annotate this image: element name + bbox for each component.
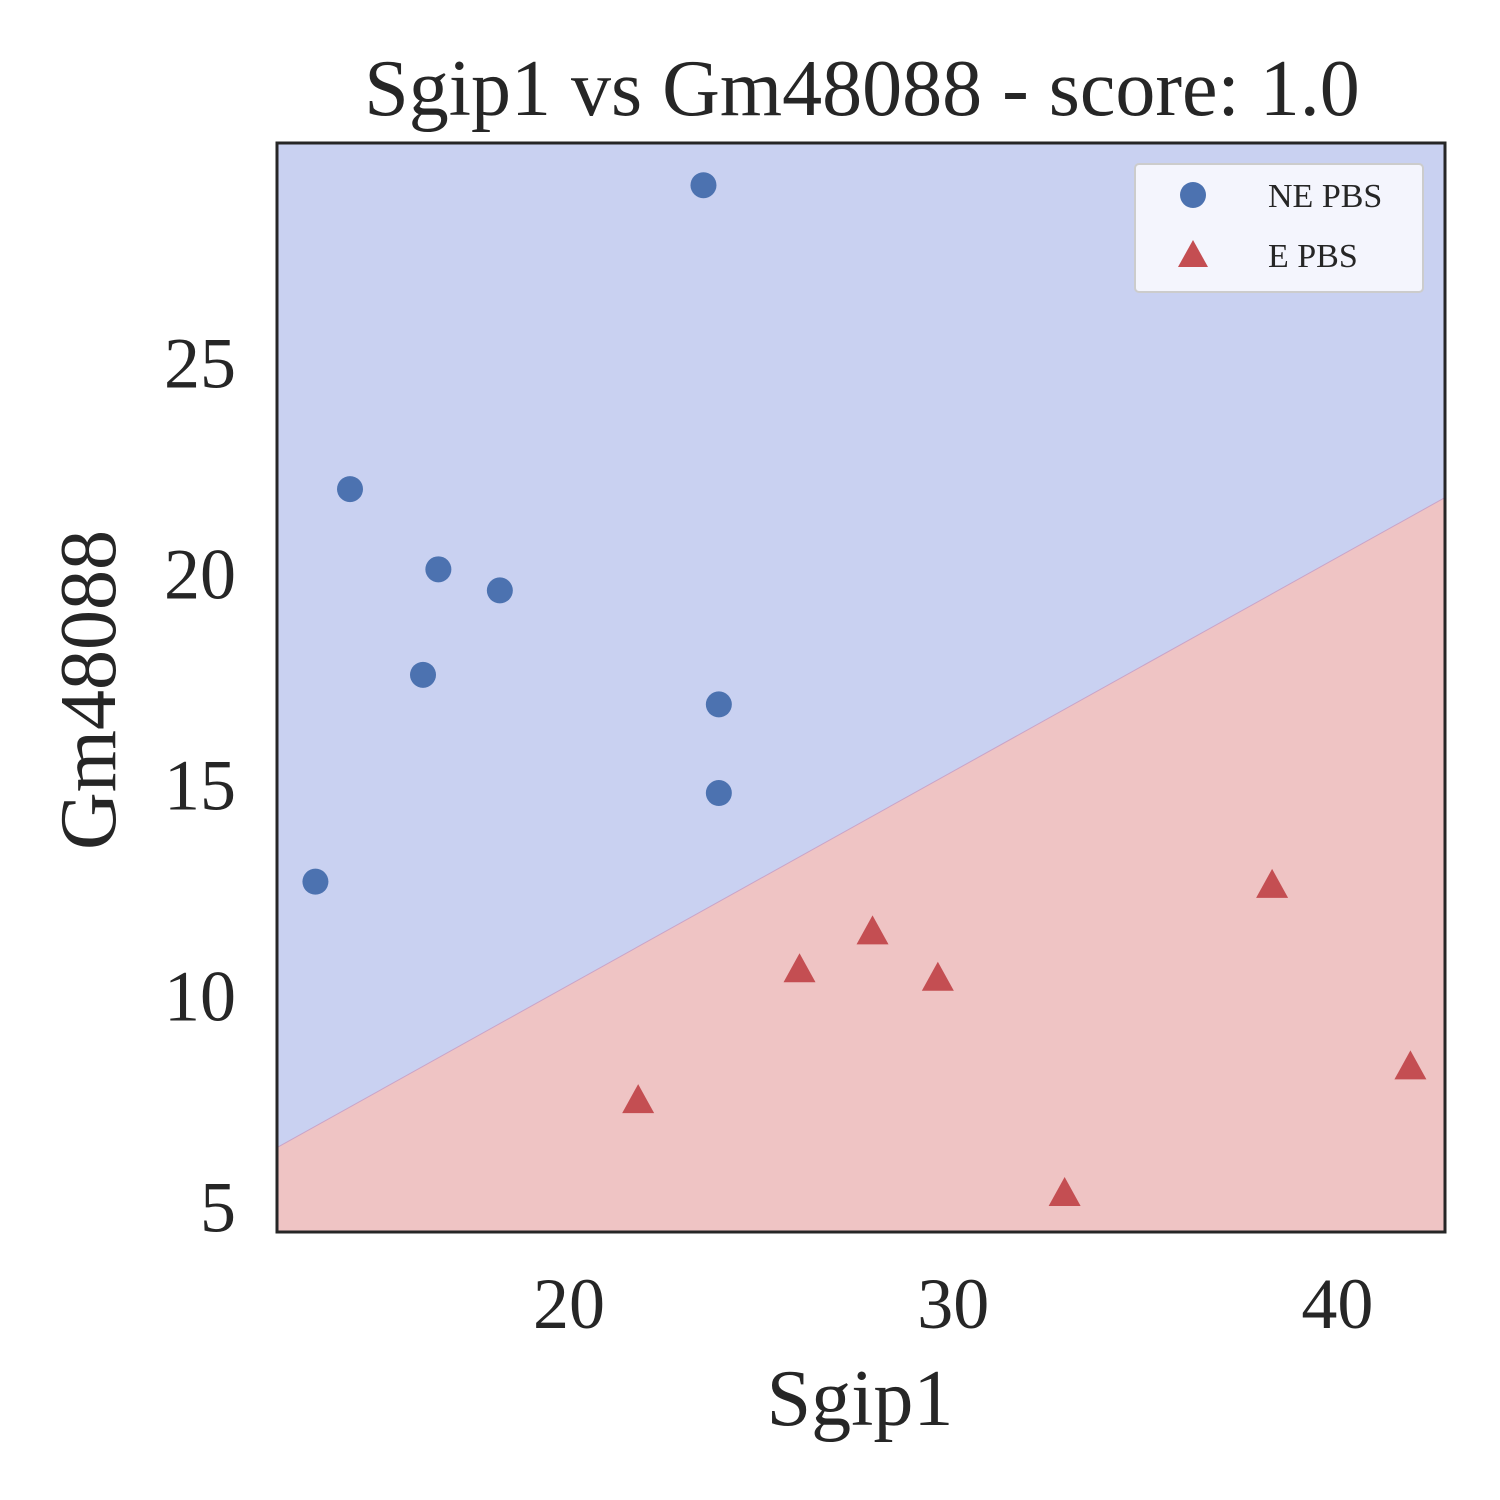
data-point-e-pbs	[1048, 1177, 1081, 1207]
y-tick-labels: 5 10 15 20 25	[164, 323, 236, 1247]
data-points	[302, 172, 1427, 1207]
y-tick-label: 10	[164, 957, 236, 1037]
data-point-e-pbs	[1394, 1050, 1427, 1080]
data-point-e-pbs	[783, 953, 816, 983]
x-tick-label: 40	[1301, 1264, 1373, 1344]
legend: NE PBS E PBS	[1134, 163, 1424, 293]
data-point-ne-pbs	[410, 661, 436, 688]
data-point-e-pbs	[856, 915, 889, 945]
x-axis-label: Sgip1	[767, 1355, 954, 1443]
data-point-ne-pbs	[486, 577, 513, 604]
data-point-ne-pbs	[705, 780, 732, 807]
x-tick-label: 20	[533, 1264, 605, 1344]
legend-label-ne-pbs: NE PBS	[1268, 178, 1382, 215]
data-point-ne-pbs	[690, 172, 717, 199]
data-point-e-pbs	[921, 961, 954, 991]
y-tick-label: 5	[200, 1168, 236, 1248]
data-point-e-pbs	[1256, 868, 1289, 898]
y-tick-label: 25	[164, 323, 236, 403]
legend-marker-e-pbs	[1178, 240, 1208, 267]
data-point-ne-pbs	[425, 556, 452, 583]
region-e-pbs	[277, 497, 1445, 1232]
legend-marker-ne-pbs	[1180, 182, 1206, 208]
data-point-ne-pbs	[337, 476, 363, 503]
legend-label-e-pbs: E PBS	[1268, 238, 1358, 275]
y-tick-label: 20	[164, 535, 236, 615]
data-point-e-pbs	[622, 1084, 655, 1114]
chart-title: Sgip1 vs Gm48088 - score: 1.0	[364, 45, 1360, 133]
data-point-ne-pbs	[302, 868, 329, 895]
x-tick-labels: 20 30 40	[533, 1264, 1373, 1344]
region-ne-pbs	[277, 143, 1445, 1148]
plot-frame	[275, 141, 1447, 1234]
y-axis-label: Gm48088	[45, 530, 133, 850]
y-tick-label: 15	[164, 746, 236, 826]
decision-regions	[277, 143, 1445, 1232]
decision-boundary	[277, 497, 1445, 1149]
data-point-ne-pbs	[705, 691, 732, 718]
x-tick-label: 30	[917, 1264, 989, 1344]
legend-box	[1134, 163, 1424, 293]
